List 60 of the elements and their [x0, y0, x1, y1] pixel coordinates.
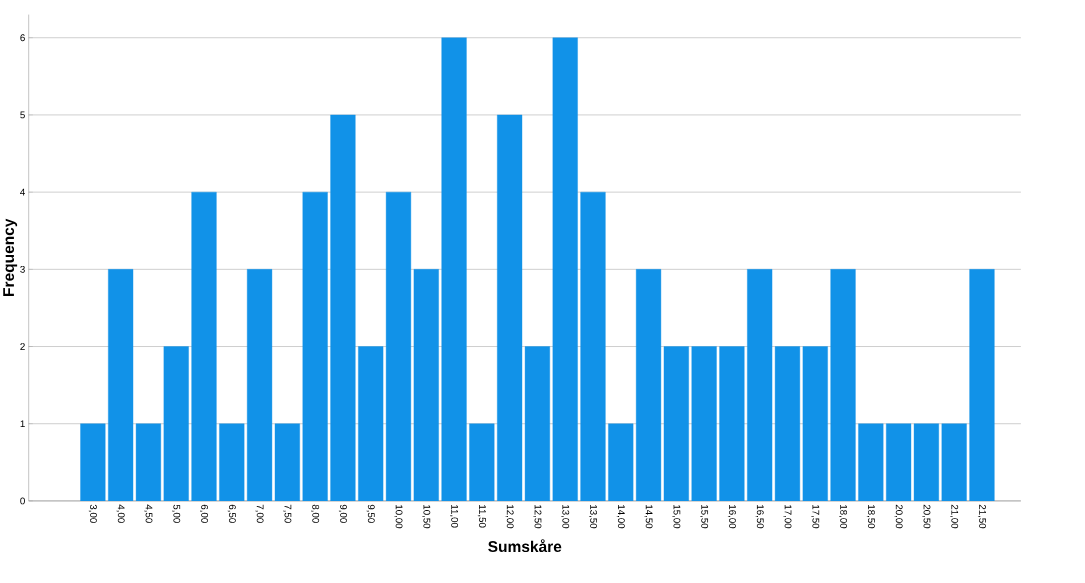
- x-tick-label: 4,00: [116, 504, 125, 524]
- x-tick-label: 14,00: [616, 505, 625, 529]
- bar: [80, 423, 106, 502]
- x-tick-label: 17,50: [811, 505, 820, 529]
- bar: [219, 423, 245, 502]
- y-tick-label: 4: [20, 188, 25, 196]
- bar: [469, 423, 495, 502]
- x-tick-label: 14,50: [644, 505, 653, 529]
- x-tick-label: 13,00: [561, 505, 570, 529]
- x-tick-label: 18,50: [866, 505, 875, 529]
- bar: [580, 192, 606, 502]
- x-tick-label: 17,00: [783, 505, 792, 529]
- x-tick-label: 11,00: [450, 505, 459, 528]
- bar: [941, 423, 967, 502]
- x-tick-label: 6,00: [200, 505, 209, 524]
- x-tick-label: 15,50: [700, 505, 709, 529]
- x-tick-label: 11,50: [477, 505, 486, 528]
- x-tick-label: 16,00: [727, 505, 736, 529]
- x-tick-label: 20,00: [894, 505, 903, 529]
- bar: [969, 269, 995, 502]
- x-tick-label: 7,50: [283, 505, 292, 524]
- x-tick-label: 20,50: [922, 505, 931, 529]
- bar: [330, 114, 356, 502]
- bar: [858, 423, 884, 502]
- x-tick-label: 5,00: [172, 504, 181, 524]
- bar: [691, 346, 717, 502]
- x-tick-label: 21,50: [977, 505, 986, 529]
- x-tick-label: 10,00: [394, 505, 403, 529]
- x-tick-label: 7,00: [255, 505, 264, 524]
- y-tick-label: 1: [20, 420, 25, 428]
- y-tick-label: 6: [20, 34, 25, 42]
- bar: [163, 346, 189, 502]
- x-tick-label: 12,00: [505, 505, 514, 529]
- x-tick-label: 13,50: [588, 505, 597, 529]
- bar: [830, 269, 856, 502]
- y-tick-label: 5: [20, 111, 25, 119]
- x-tick-label: 9,50: [366, 504, 375, 524]
- x-tick-label: 8,00: [311, 504, 320, 524]
- bar: [552, 37, 578, 502]
- x-tick-label: 21,00: [950, 505, 959, 529]
- x-tick-label: 15,00: [672, 505, 681, 529]
- x-tick-label: 18,00: [839, 505, 848, 529]
- x-tick-label: 10,50: [422, 505, 431, 529]
- y-tick-label: 0: [20, 497, 25, 505]
- bar: [802, 346, 828, 502]
- bar: [608, 423, 634, 502]
- x-axis-title: Sumskåre: [488, 539, 562, 553]
- x-tick-label: 9,00: [338, 504, 347, 524]
- bar: [719, 346, 745, 502]
- bar: [441, 37, 467, 502]
- x-tick-label: 12,50: [533, 505, 542, 529]
- y-tick-label: 3: [20, 266, 25, 273]
- bar: [191, 192, 217, 502]
- x-tick-label: 3,00: [88, 504, 97, 524]
- x-tick-label: 16,50: [755, 505, 764, 529]
- y-tick-label: 2: [20, 343, 25, 351]
- x-tick-label: 6,50: [227, 505, 236, 524]
- y-axis-title: Frequency: [3, 218, 18, 297]
- x-tick-label: 4,50: [144, 504, 153, 524]
- bar: [302, 192, 328, 502]
